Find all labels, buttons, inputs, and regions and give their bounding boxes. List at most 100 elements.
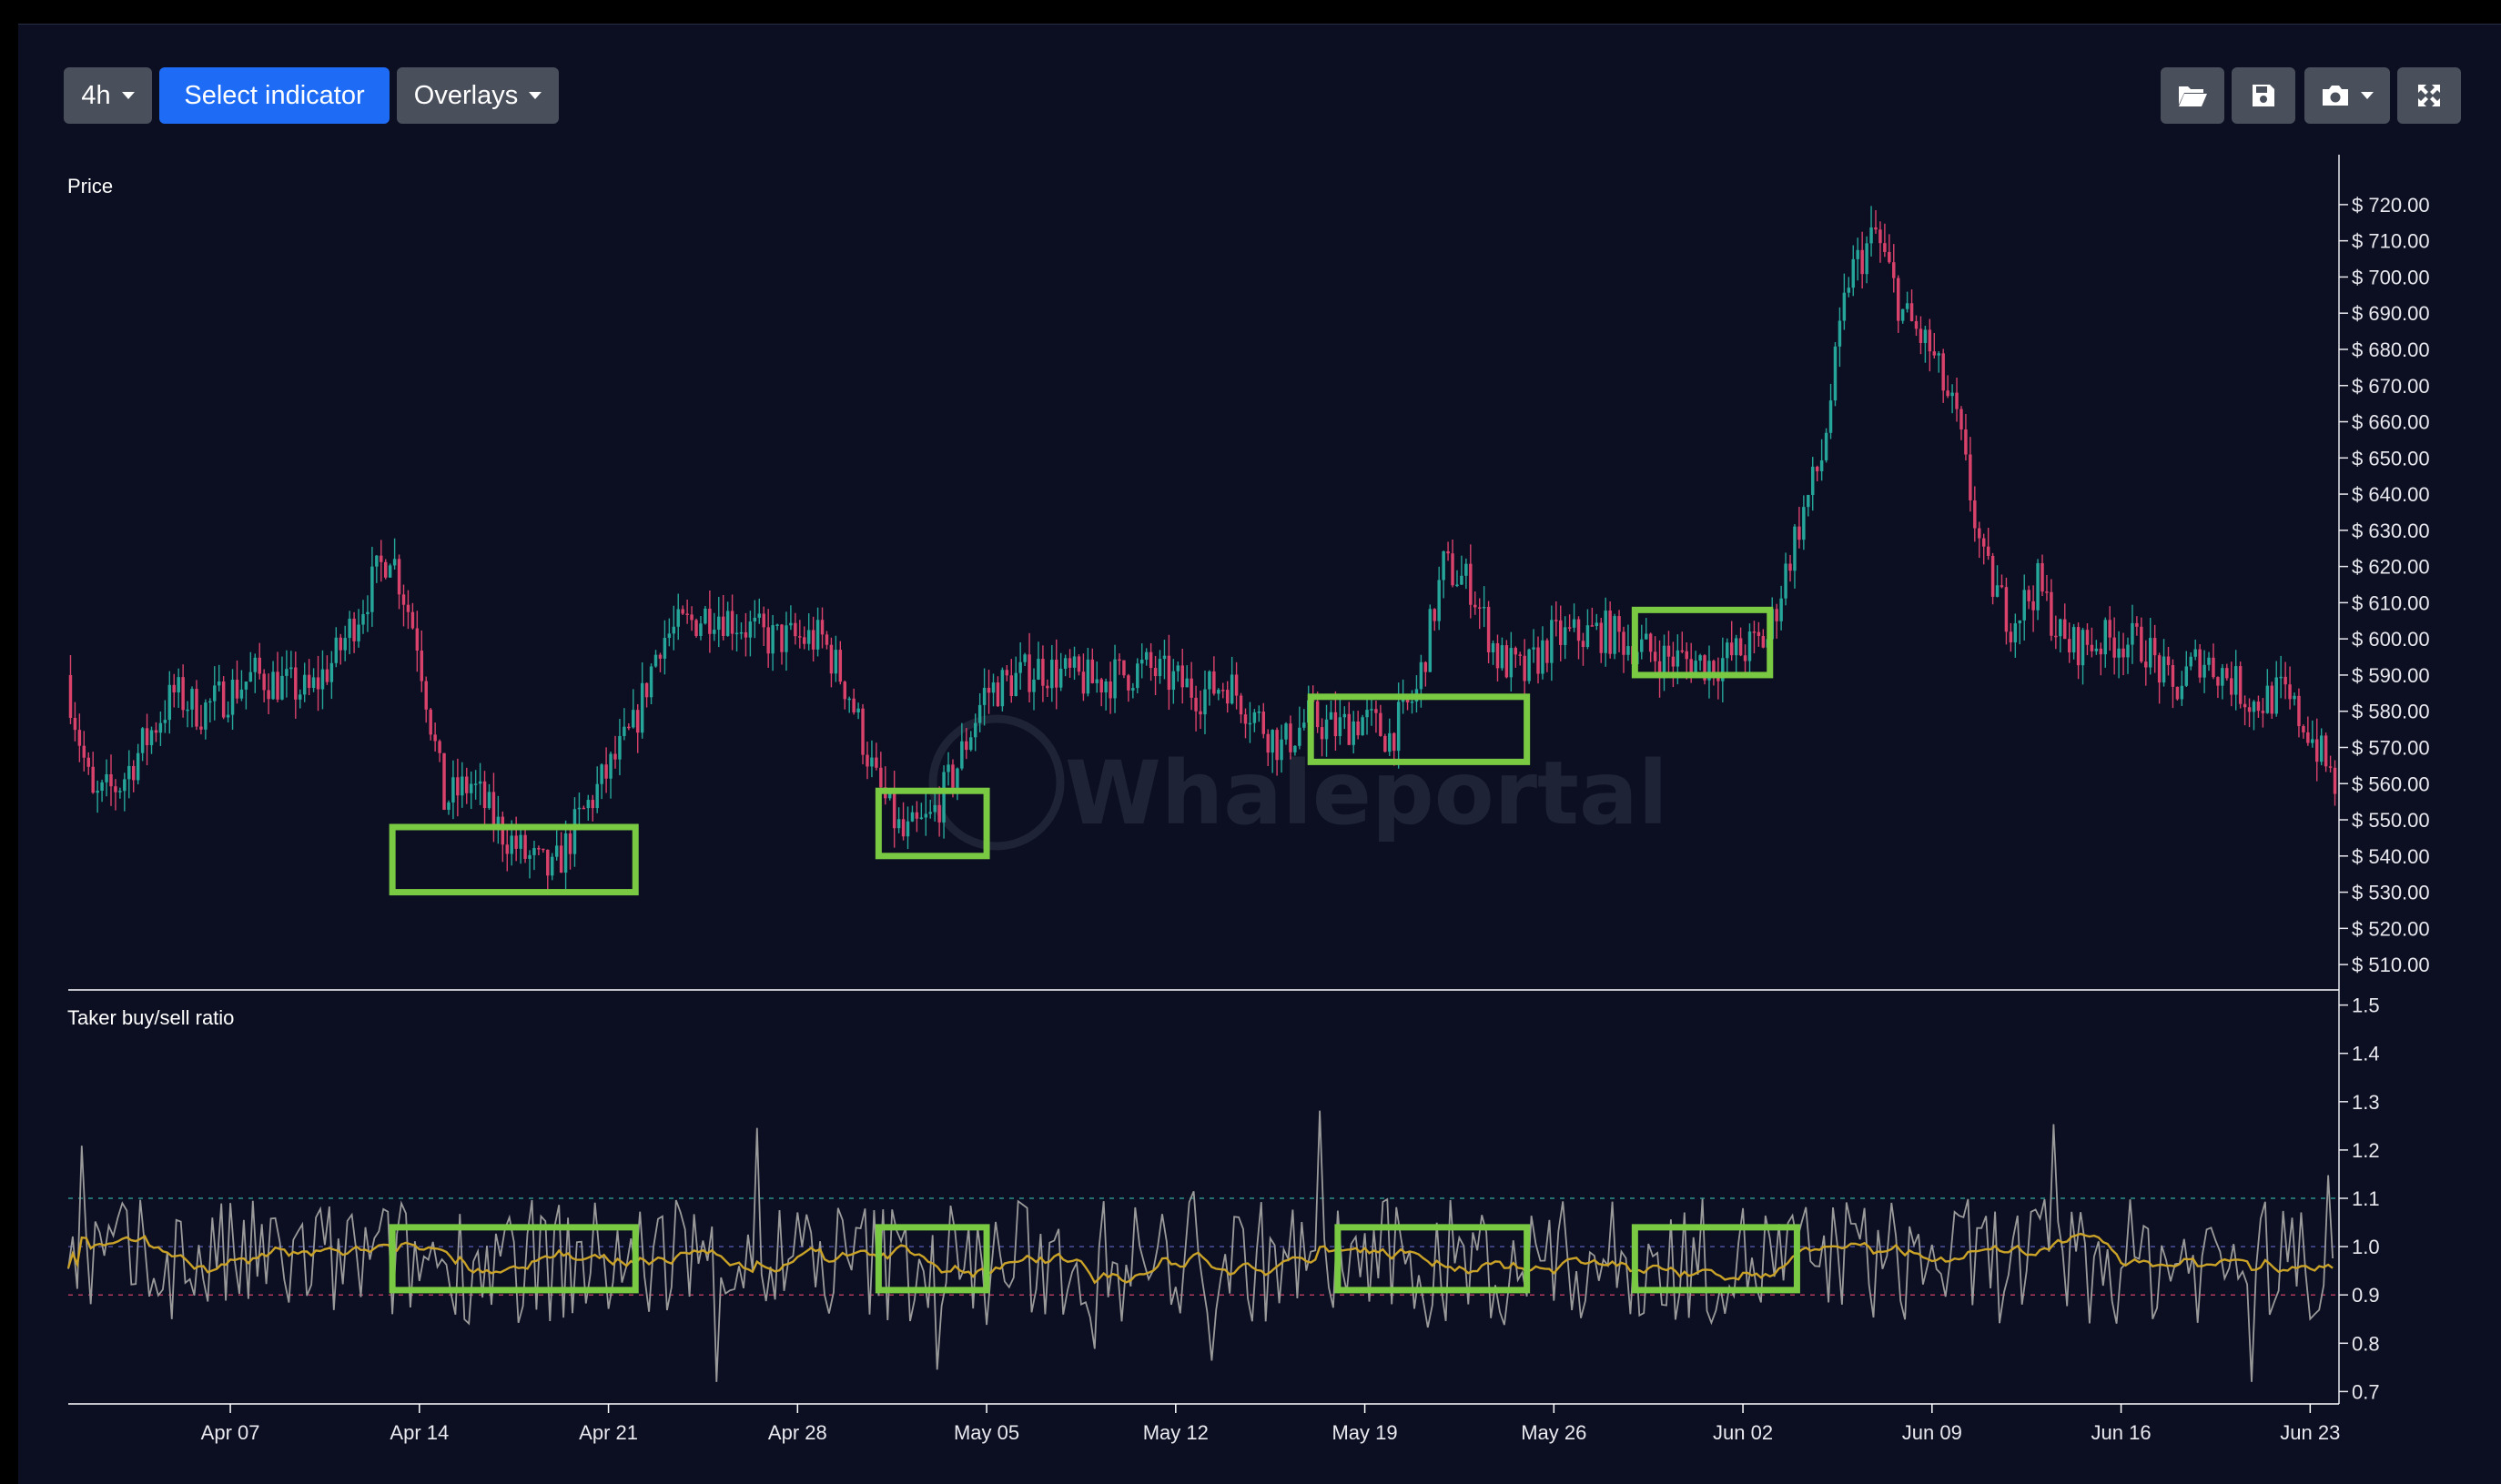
candle-body — [635, 710, 640, 733]
candle-body — [1869, 227, 1873, 244]
candle-body — [942, 772, 946, 823]
candle — [1757, 621, 1761, 647]
candle — [866, 742, 869, 780]
candle — [1932, 333, 1937, 359]
candle — [1532, 629, 1535, 663]
candle — [1477, 598, 1482, 630]
candle — [884, 766, 887, 805]
candle-body — [1464, 563, 1468, 576]
candle — [2135, 616, 2139, 636]
candle — [1023, 652, 1027, 667]
candle — [1131, 682, 1135, 699]
candle-body — [348, 618, 351, 639]
candle-body — [892, 789, 896, 829]
ratio-highlight-box — [1631, 1224, 1800, 1294]
candle-body — [1698, 655, 1702, 661]
price-highlight-box — [1631, 606, 1774, 679]
candle-body — [2054, 635, 2058, 638]
candle — [609, 751, 613, 799]
candle-body — [1131, 688, 1135, 691]
candle-body — [725, 611, 730, 636]
candle-body — [685, 613, 689, 615]
overlays-dropdown[interactable]: Overlays — [397, 67, 559, 124]
candle — [1937, 350, 1940, 373]
candle-body — [879, 767, 883, 788]
candle — [803, 626, 806, 650]
candle-body — [1928, 329, 1932, 352]
candle — [1788, 554, 1792, 582]
candle-body — [870, 757, 874, 767]
candle — [798, 620, 802, 649]
candle — [551, 853, 554, 881]
select-indicator-button[interactable]: Select indicator — [159, 67, 390, 124]
timeframe-dropdown[interactable]: 4h — [64, 67, 152, 124]
candle — [114, 779, 117, 811]
candle-body — [1171, 671, 1176, 691]
candle-body — [1271, 730, 1274, 753]
price-tick-label: $ 560.00 — [2352, 772, 2430, 795]
candle-body — [532, 848, 536, 855]
open-folder-button[interactable] — [2161, 67, 2224, 124]
candle — [311, 668, 316, 692]
candle — [704, 605, 707, 625]
candle-body — [2270, 685, 2274, 714]
candle-body — [1888, 251, 1891, 263]
candle — [1680, 631, 1685, 654]
fullscreen-button[interactable] — [2397, 67, 2461, 124]
candle — [136, 743, 140, 785]
candle-body — [2126, 644, 2130, 658]
candle — [577, 792, 582, 825]
save-button[interactable] — [2232, 67, 2295, 124]
candlestick-series — [68, 206, 2337, 891]
candle — [915, 801, 919, 833]
candle-body — [1909, 303, 1914, 321]
candle — [401, 584, 406, 627]
candle-body — [951, 764, 955, 788]
candle-body — [1005, 670, 1009, 676]
candle-body — [838, 650, 843, 682]
candle-body — [1536, 647, 1540, 674]
candle — [2027, 585, 2030, 610]
candle-body — [154, 730, 158, 733]
candle-body — [1986, 546, 1990, 556]
candle-body — [123, 779, 127, 792]
candle-body — [380, 555, 383, 562]
screenshot-dropdown[interactable] — [2304, 67, 2390, 124]
candle — [2252, 700, 2256, 731]
candle — [1225, 681, 1230, 713]
candle-body — [1212, 671, 1216, 694]
candle-body — [1009, 675, 1014, 697]
candle-body — [1572, 619, 1576, 628]
candle — [1738, 627, 1743, 657]
candle-body — [1451, 553, 1454, 586]
candle — [2202, 650, 2206, 693]
candle — [965, 728, 968, 760]
candle — [1500, 637, 1504, 671]
candle-body — [572, 809, 577, 854]
candle-body — [1937, 353, 1940, 356]
whale-logo-icon — [928, 714, 1065, 851]
price-tick-label: $ 530.00 — [2352, 882, 2430, 904]
candle-body — [2238, 666, 2243, 704]
candle-body — [316, 677, 320, 690]
candle — [1046, 679, 1049, 697]
candle-body — [1896, 278, 1900, 321]
folder-open-icon — [2179, 86, 2207, 106]
candle — [239, 670, 244, 702]
candle — [1014, 656, 1018, 697]
candle-body — [1878, 229, 1882, 244]
candle — [2103, 617, 2107, 668]
candle-body — [1352, 721, 1355, 745]
candle — [1491, 640, 1495, 665]
candle-body — [1500, 645, 1504, 669]
candle — [289, 651, 293, 679]
candle — [1261, 702, 1266, 739]
candle-body — [820, 620, 825, 635]
candle — [1361, 714, 1364, 736]
candle — [2050, 579, 2053, 641]
candle — [1113, 644, 1117, 713]
ratio-series-line — [67, 1110, 2334, 1382]
candle — [158, 711, 163, 746]
candle-body — [1185, 678, 1189, 688]
